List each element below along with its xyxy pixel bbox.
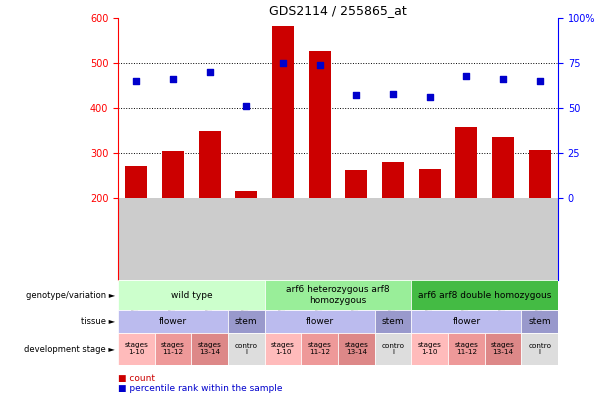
Text: arf6 heterozygous arf8
homozygous: arf6 heterozygous arf8 homozygous xyxy=(286,285,390,305)
Bar xyxy=(411,280,558,310)
Point xyxy=(242,103,251,109)
Bar xyxy=(118,333,154,365)
Bar xyxy=(228,310,265,333)
Bar xyxy=(521,310,558,333)
Text: stem: stem xyxy=(528,317,551,326)
Bar xyxy=(448,333,485,365)
Text: stem: stem xyxy=(382,317,405,326)
Point xyxy=(462,72,471,79)
Bar xyxy=(411,310,521,333)
Bar xyxy=(162,151,184,198)
Text: ■ count: ■ count xyxy=(118,374,155,383)
Bar xyxy=(309,51,330,198)
Text: stages
13-14: stages 13-14 xyxy=(198,343,222,356)
Text: arf6 arf8 double homozygous: arf6 arf8 double homozygous xyxy=(418,290,551,300)
Text: stages
11-12: stages 11-12 xyxy=(454,343,478,356)
Bar xyxy=(375,333,411,365)
Bar xyxy=(199,131,221,198)
Bar xyxy=(191,333,228,365)
Bar xyxy=(118,310,228,333)
Bar xyxy=(118,198,558,280)
Bar xyxy=(375,310,411,333)
Text: genotype/variation ►: genotype/variation ► xyxy=(26,290,115,300)
Bar xyxy=(154,333,191,365)
Text: stem: stem xyxy=(235,317,257,326)
Title: GDS2114 / 255865_at: GDS2114 / 255865_at xyxy=(269,4,407,17)
Point xyxy=(131,78,141,84)
Point xyxy=(278,60,288,66)
Bar xyxy=(419,169,441,198)
Bar xyxy=(492,137,514,198)
Text: wild type: wild type xyxy=(170,290,212,300)
Bar xyxy=(455,127,478,198)
Text: stages
13-14: stages 13-14 xyxy=(491,343,515,356)
Text: flower: flower xyxy=(159,317,187,326)
Bar xyxy=(302,333,338,365)
Point xyxy=(388,90,398,97)
Text: stages
11-12: stages 11-12 xyxy=(161,343,185,356)
Text: flower: flower xyxy=(452,317,481,326)
Text: flower: flower xyxy=(306,317,333,326)
Point xyxy=(351,92,361,99)
Text: stages
11-12: stages 11-12 xyxy=(308,343,332,356)
Bar xyxy=(125,166,147,198)
Point xyxy=(425,94,435,100)
Text: stages
1-10: stages 1-10 xyxy=(271,343,295,356)
Bar xyxy=(345,170,367,198)
Point xyxy=(314,62,324,68)
Text: contro
l: contro l xyxy=(381,343,405,356)
Text: stages
13-14: stages 13-14 xyxy=(345,343,368,356)
Text: contro
l: contro l xyxy=(528,343,551,356)
Text: tissue ►: tissue ► xyxy=(81,317,115,326)
Bar xyxy=(521,333,558,365)
Bar xyxy=(235,191,257,198)
Bar xyxy=(485,333,521,365)
Bar xyxy=(528,150,550,198)
Bar xyxy=(411,333,448,365)
Bar xyxy=(118,280,265,310)
Point xyxy=(535,78,544,84)
Bar xyxy=(382,162,404,198)
Text: development stage ►: development stage ► xyxy=(24,345,115,354)
Point xyxy=(168,76,178,83)
Bar xyxy=(265,333,302,365)
Bar xyxy=(228,333,265,365)
Text: contro
l: contro l xyxy=(235,343,258,356)
Bar xyxy=(265,310,375,333)
Point xyxy=(498,76,508,83)
Text: ■ percentile rank within the sample: ■ percentile rank within the sample xyxy=(118,384,283,393)
Point xyxy=(205,69,215,75)
Bar xyxy=(265,280,411,310)
Bar xyxy=(338,333,375,365)
Bar xyxy=(272,26,294,198)
Text: stages
1-10: stages 1-10 xyxy=(124,343,148,356)
Text: stages
1-10: stages 1-10 xyxy=(417,343,441,356)
